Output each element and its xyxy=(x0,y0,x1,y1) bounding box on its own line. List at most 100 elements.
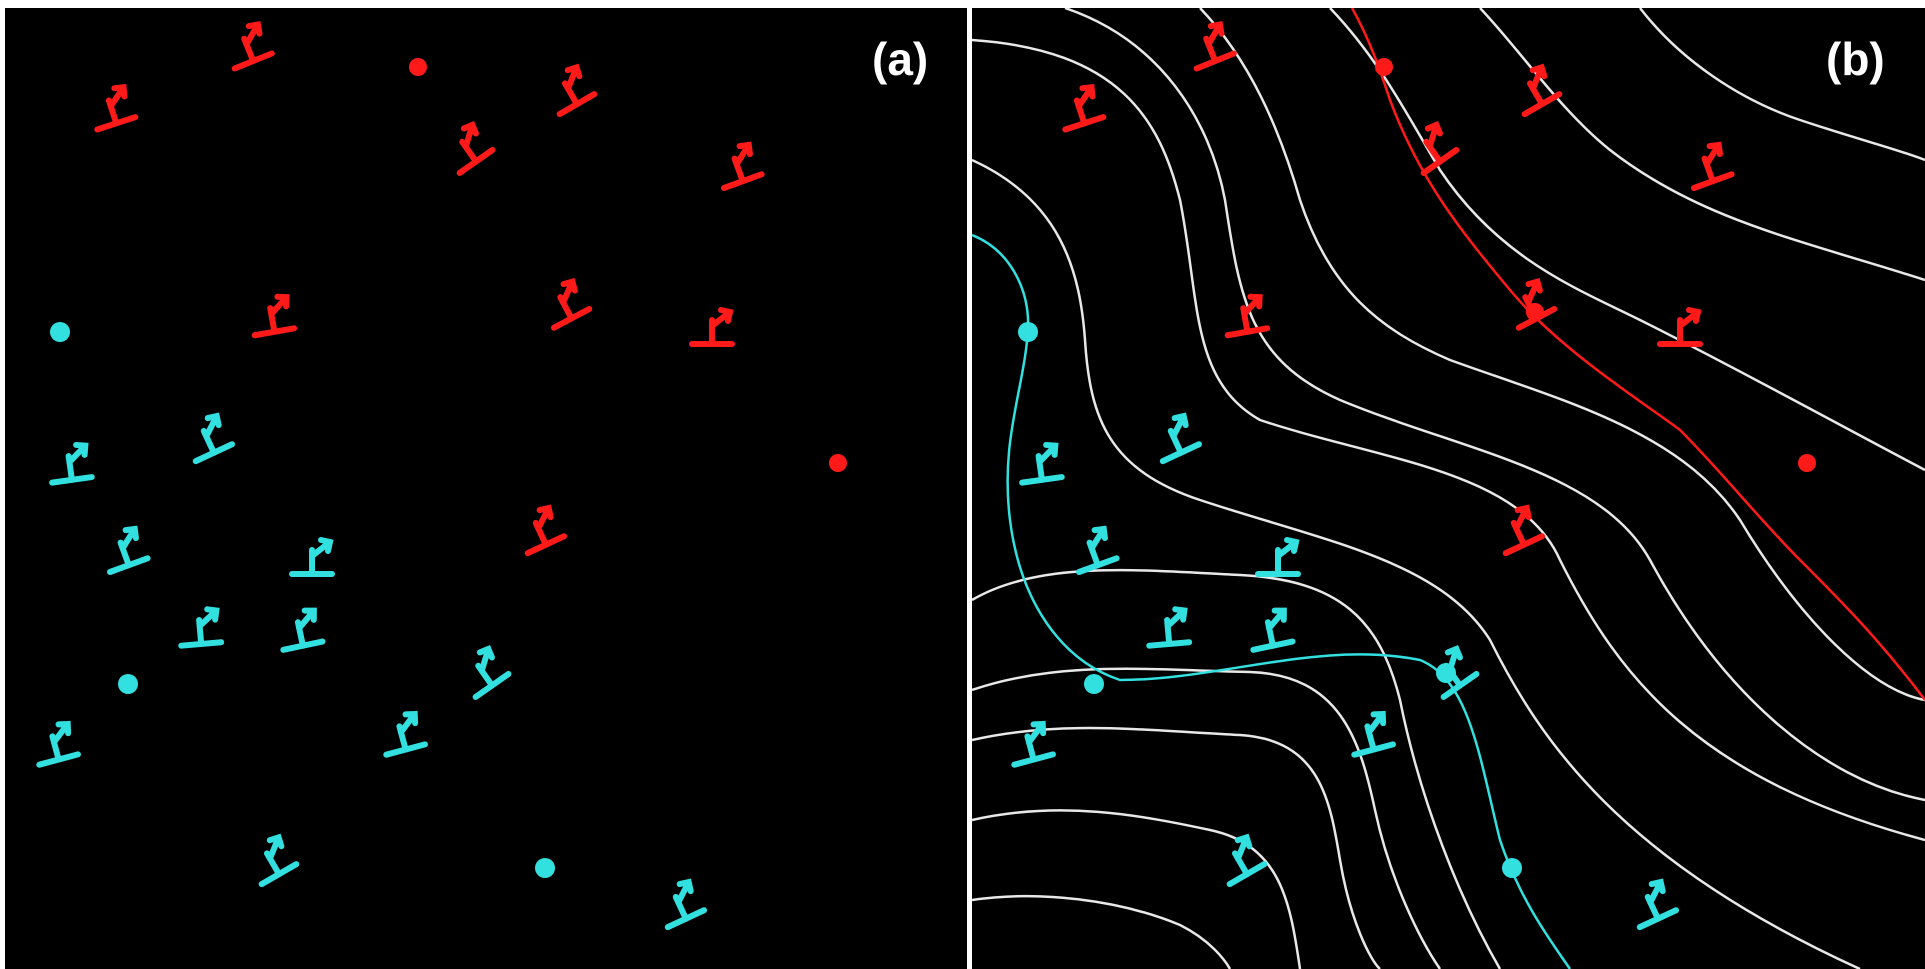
contour-line xyxy=(1329,8,1925,472)
glyph-arrow xyxy=(309,537,334,559)
glyph-arrow xyxy=(1424,121,1443,150)
panel-a xyxy=(5,8,967,969)
dislocation-icon xyxy=(1657,307,1703,347)
panel-b-contours xyxy=(972,8,1925,969)
glyph-arrow xyxy=(476,645,495,674)
point-icon xyxy=(829,454,847,472)
contour-line xyxy=(972,38,1925,842)
dislocation-icon xyxy=(178,606,225,649)
glyph-arrow xyxy=(675,878,694,906)
dislocation-icon xyxy=(524,504,568,557)
panel-b xyxy=(972,8,1925,969)
contour-line xyxy=(1479,8,1925,282)
panel-b-label: (b) xyxy=(1826,33,1885,85)
glyph-arrow xyxy=(1025,720,1047,746)
glyph-arrow xyxy=(296,607,317,632)
dislocation-icon xyxy=(1062,84,1107,133)
glyph-arrow xyxy=(1164,606,1188,630)
dislocation-icon xyxy=(289,537,335,577)
point-icon xyxy=(118,674,138,694)
red-trace-line xyxy=(1350,8,1925,701)
glyph-arrow xyxy=(1205,21,1225,48)
glyph-arrow xyxy=(535,504,554,532)
dislocation-icon xyxy=(258,833,300,888)
point-icon xyxy=(1375,58,1393,76)
glyph-arrow xyxy=(66,441,89,466)
contour-line xyxy=(972,568,1502,969)
dislocation-icon xyxy=(106,525,151,575)
glyph-arrow xyxy=(1529,63,1548,92)
contour-line xyxy=(972,809,1302,969)
dislocation-icon xyxy=(94,84,139,133)
glyph-arrow xyxy=(1036,441,1059,466)
glyph-arrow xyxy=(266,833,285,862)
glyph-arrow xyxy=(196,606,220,630)
point-icon xyxy=(1526,303,1544,321)
glyph-arrow xyxy=(243,21,263,48)
dislocation-icon xyxy=(556,63,598,118)
cyan-trace-line xyxy=(972,233,1572,969)
dislocation-icon xyxy=(689,307,735,347)
point-icon xyxy=(50,322,70,342)
dislocation-icon xyxy=(251,293,298,339)
dislocation-icon xyxy=(1226,833,1268,888)
point-icon xyxy=(1798,454,1816,472)
glyph-arrow xyxy=(1365,710,1387,736)
dislocation-icon xyxy=(1636,878,1680,931)
panel-b-markers xyxy=(1011,21,1816,931)
point-icon xyxy=(1436,663,1456,683)
dislocation-icon xyxy=(664,878,708,931)
contour-line xyxy=(972,894,1232,969)
panel-a-markers xyxy=(36,21,847,931)
dislocation-icon xyxy=(1075,525,1120,575)
glyph-arrow xyxy=(1513,504,1532,532)
dislocation-icon xyxy=(1193,21,1237,72)
dislocation-icon xyxy=(1250,607,1296,653)
dislocation-icon xyxy=(192,412,236,465)
dislocation-icon xyxy=(720,141,765,191)
glyph-arrow xyxy=(1170,412,1189,440)
glyph-arrow xyxy=(1647,878,1666,906)
dislocation-icon xyxy=(1255,537,1301,577)
glyph-arrow xyxy=(1525,277,1543,306)
dislocation-icon xyxy=(1521,63,1563,118)
glyph-arrow xyxy=(560,277,578,306)
dislocation-icon xyxy=(1011,720,1056,768)
glyph-arrow xyxy=(203,412,222,440)
glyph-arrow xyxy=(1234,833,1253,862)
point-icon xyxy=(409,58,427,76)
glyph-arrow xyxy=(709,307,734,329)
glyph-arrow xyxy=(1266,607,1287,632)
glyph-arrow xyxy=(119,525,139,552)
dislocation-icon xyxy=(472,645,512,700)
glyph-arrow xyxy=(397,710,419,736)
glyph-arrow xyxy=(107,84,128,110)
contour-group xyxy=(972,8,1925,969)
panel-a-label: (a) xyxy=(872,33,928,85)
dislocation-icon xyxy=(1502,504,1546,557)
glyph-arrow xyxy=(564,63,583,92)
glyph-arrow xyxy=(460,121,479,150)
dislocation-icon xyxy=(383,710,428,758)
glyph-arrow xyxy=(1088,525,1108,552)
dislocation-icon xyxy=(1224,293,1271,339)
glyph-arrow xyxy=(733,141,753,168)
dislocation-icon xyxy=(231,21,275,72)
dislocation-icon xyxy=(49,441,95,486)
dislocation-icon xyxy=(1019,441,1065,486)
dislocation-icon xyxy=(1420,121,1460,176)
glyph-arrow xyxy=(1241,293,1263,318)
glyph-arrow xyxy=(50,720,72,746)
point-icon xyxy=(1084,674,1104,694)
point-icon xyxy=(1502,858,1522,878)
dislocation-icon xyxy=(1159,412,1203,465)
dislocation-icon xyxy=(550,277,593,331)
glyph-arrow xyxy=(1677,307,1702,329)
contour-line xyxy=(1639,8,1925,162)
glyph-arrow xyxy=(1703,141,1723,168)
glyph-arrow xyxy=(1275,537,1300,559)
dislocation-icon xyxy=(1351,710,1396,758)
contour-line xyxy=(972,158,1861,969)
dislocation-icon xyxy=(280,607,326,653)
